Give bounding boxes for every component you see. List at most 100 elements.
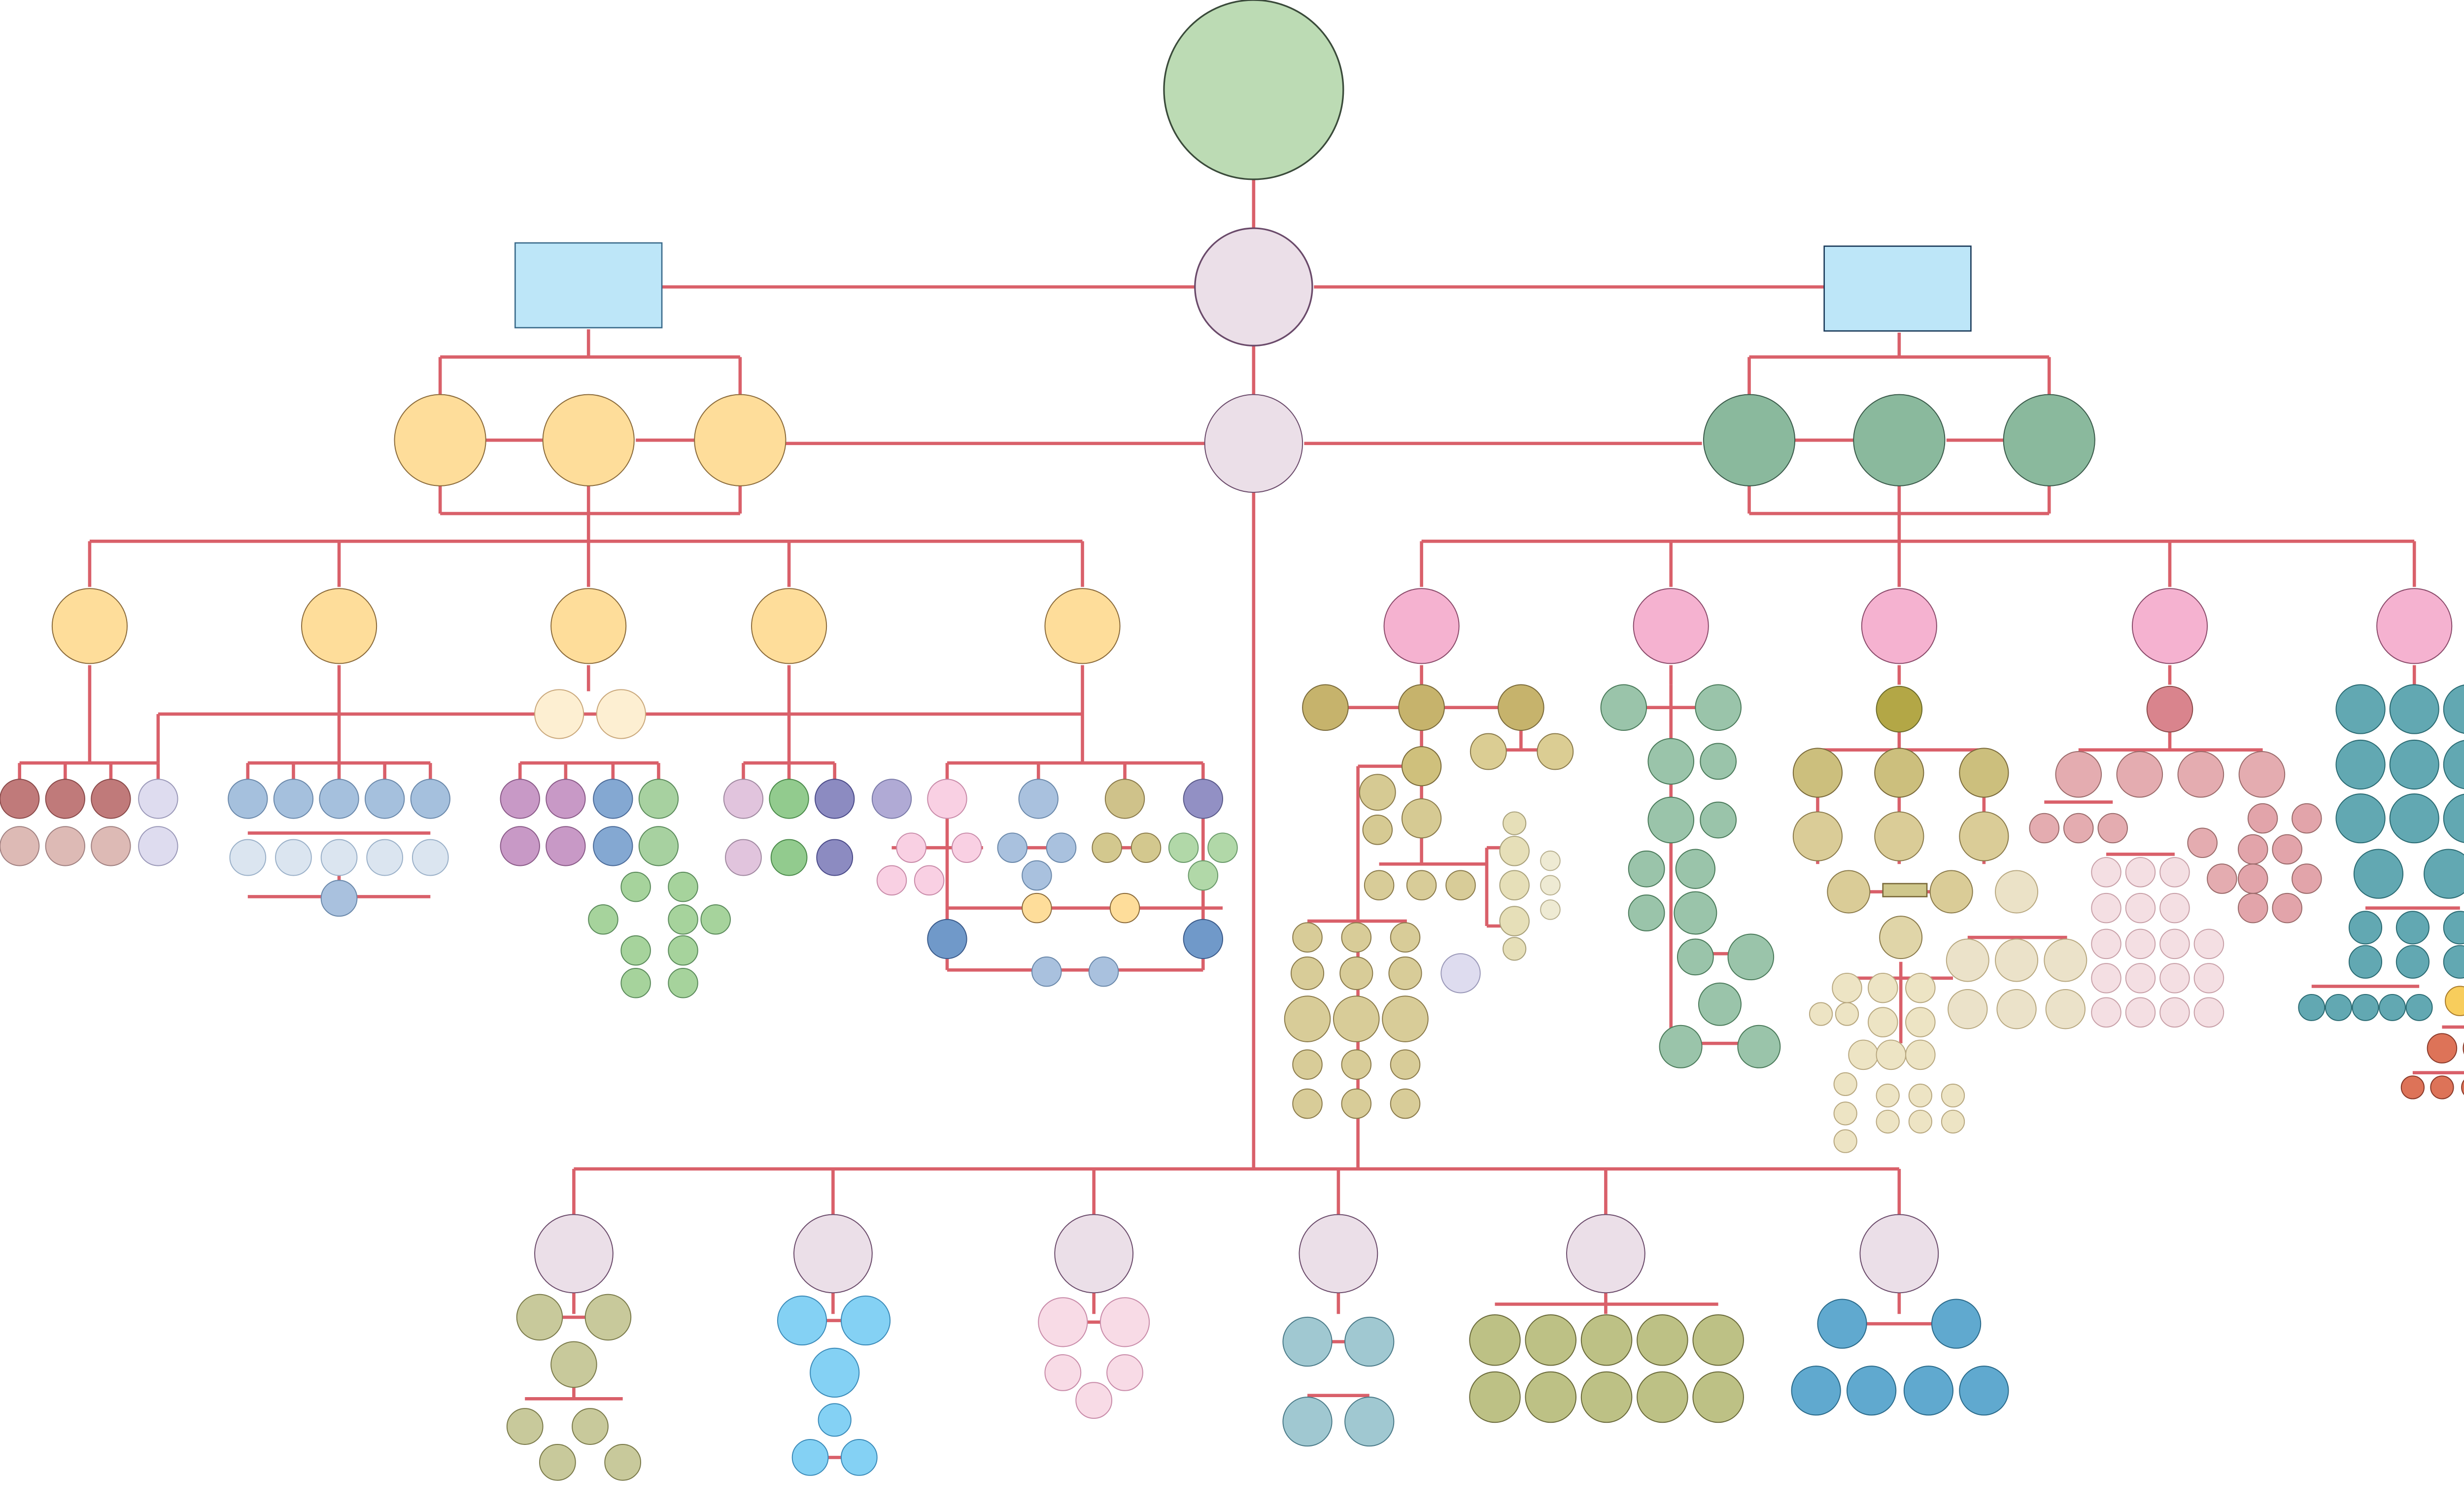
node-circle-217 (2348, 911, 2383, 945)
node-circle-242 (2430, 1075, 2454, 1099)
node-circle-201 (2193, 963, 2224, 994)
node-circle-72 (1022, 892, 1052, 924)
node-circle-247 (1299, 1214, 1378, 1294)
node-circle-110 (1333, 995, 1380, 1042)
node-circle-166 (2044, 938, 2088, 982)
node-circle-213 (2389, 793, 2439, 844)
node-circle-47 (620, 968, 651, 998)
node-circle-287 (1959, 1366, 2009, 1416)
node-circle-192 (2125, 892, 2156, 924)
node-circle-14 (45, 779, 86, 819)
node-circle-144 (1879, 916, 1923, 960)
node-circle-88 (1401, 746, 1442, 787)
node-circle-150 (1848, 1039, 1879, 1070)
node-circle-78 (1383, 588, 1460, 664)
left-square-node (514, 242, 663, 329)
hub-node-secondary (1204, 394, 1303, 493)
node-circle-26 (229, 839, 267, 876)
node-circle-69 (1168, 832, 1199, 863)
node-circle-100 (1540, 850, 1561, 871)
node-circle-145 (1832, 972, 1862, 1003)
node-circle-113 (1341, 1049, 1372, 1080)
node-circle-197 (2193, 928, 2224, 960)
node-circle-81 (2131, 588, 2208, 664)
node-circle-263 (1038, 1297, 1088, 1347)
node-circle-241 (2400, 1075, 2425, 1099)
node-circle-221 (2396, 945, 2430, 979)
node-circle-48 (668, 968, 698, 998)
node-circle-158 (1876, 1083, 1900, 1108)
node-circle-22 (273, 779, 314, 819)
node-circle-117 (1390, 1088, 1421, 1119)
node-circle-211 (2443, 740, 2464, 789)
node-circle-249 (1859, 1214, 1939, 1294)
node-circle-233 (2298, 994, 2326, 1021)
olive-rect-node (1882, 883, 1928, 897)
node-circle-186 (2237, 892, 2268, 924)
node-circle-173 (2177, 751, 2224, 798)
hub-node (1194, 227, 1313, 346)
node-circle-63 (914, 865, 945, 896)
node-circle-174 (2238, 751, 2286, 798)
node-circle-98 (1499, 906, 1530, 936)
node-circle-215 (2353, 849, 2404, 899)
node-circle-53 (770, 839, 808, 876)
node-circle-218 (2396, 911, 2430, 945)
node-circle-163 (1941, 1109, 1965, 1134)
node-circle-64 (997, 832, 1028, 863)
node-circle-133 (1737, 1025, 1781, 1068)
root-node (1163, 0, 1344, 180)
node-circle-155 (1833, 1072, 1857, 1097)
node-circle-222 (2443, 945, 2464, 979)
node-circle-21 (228, 779, 268, 819)
node-circle-60 (896, 832, 926, 863)
node-circle-259 (810, 1347, 860, 1398)
node-circle-93 (1406, 870, 1437, 901)
node-circle-11 (534, 689, 584, 739)
node-circle-277 (1469, 1371, 1521, 1423)
node-circle-266 (1106, 1354, 1143, 1391)
node-circle-104 (1341, 922, 1372, 953)
node-circle-77 (1088, 956, 1119, 987)
node-circle-55 (871, 779, 912, 819)
node-circle-267 (1075, 1382, 1113, 1419)
node-circle-181 (2292, 803, 2322, 834)
node-circle-71 (1188, 860, 1219, 891)
node-circle-208 (2443, 685, 2464, 734)
node-circle-165 (1995, 938, 2039, 982)
node-circle-243 (2461, 1079, 2464, 1096)
node-circle-42 (588, 904, 618, 935)
node-circle-272 (1469, 1314, 1521, 1366)
node-circle-130 (1727, 933, 1775, 981)
node-circle-252 (550, 1341, 597, 1388)
node-circle-157 (1833, 1129, 1857, 1153)
node-circle-39 (638, 826, 679, 866)
node-circle-99 (1503, 937, 1527, 961)
node-circle-120 (1695, 684, 1742, 731)
node-circle-32 (500, 779, 540, 819)
node-circle-102 (1540, 899, 1561, 920)
node-circle-134 (1876, 685, 1923, 733)
node-circle-13 (0, 779, 40, 819)
node-circle-59 (1183, 779, 1224, 819)
node-circle-83 (1302, 684, 1349, 731)
node-circle-204 (2159, 997, 2190, 1028)
node-circle-258 (840, 1295, 891, 1346)
node-circle-4 (1853, 394, 1946, 486)
node-circle-170 (2146, 685, 2193, 733)
node-circle-282 (1817, 1299, 1867, 1349)
node-circle-76 (1031, 956, 1062, 987)
node-circle-119 (1600, 684, 1647, 731)
node-circle-29 (366, 839, 404, 876)
node-circle-24 (365, 779, 405, 819)
node-circle-25 (410, 779, 451, 819)
node-circle-182 (2237, 834, 2268, 865)
node-circle-54 (816, 839, 854, 876)
node-circle-95 (1503, 811, 1527, 835)
node-circle-37 (546, 826, 586, 866)
node-circle-202 (2091, 997, 2122, 1028)
node-circle-135 (1792, 748, 1843, 798)
node-circle-175 (2029, 813, 2060, 844)
node-circle-205 (2193, 997, 2224, 1028)
